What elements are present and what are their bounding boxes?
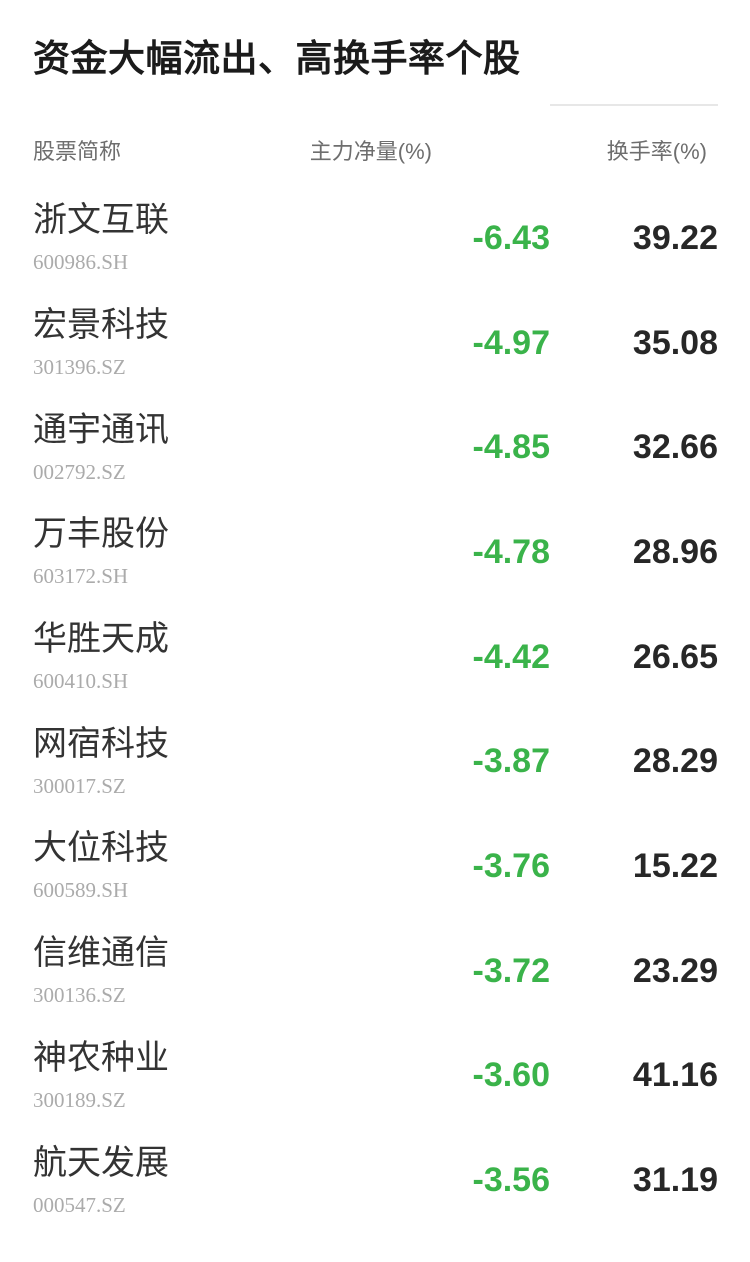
table-row: 华胜天成 600410.SH -4.42 26.65 [0, 605, 750, 710]
stock-name: 神农种业 [33, 1038, 169, 1077]
stock-name: 宏景科技 [33, 306, 169, 345]
table-row: 宏景科技 301396.SZ -4.97 35.08 [0, 291, 750, 396]
stock-cell: 万丰股份 603172.SH [33, 517, 420, 587]
stock-name: 华胜天成 [33, 620, 169, 659]
table-row: 大位科技 600589.SH -3.76 15.22 [0, 814, 750, 919]
stock-cell: 通宇通讯 002792.SZ [33, 413, 420, 483]
turnover-value: 26.65 [632, 637, 718, 676]
turnover-value: 31.19 [632, 1161, 718, 1200]
stock-code: 300136.SZ [33, 983, 126, 1008]
stock-code: 301396.SZ [33, 355, 126, 380]
main-net-value: -4.97 [472, 323, 551, 362]
stock-cell: 神农种业 300189.SZ [33, 1041, 420, 1111]
stock-name: 通宇通讯 [33, 410, 169, 449]
stock-name: 信维通信 [33, 934, 169, 973]
main-net-value: -3.60 [472, 1056, 551, 1095]
main-net-value: -6.43 [472, 218, 551, 257]
stock-code: 603172.SH [33, 564, 129, 589]
turnover-value: 35.08 [632, 323, 718, 362]
table-row: 通宇通讯 002792.SZ -4.85 32.66 [0, 395, 750, 500]
stock-list: 浙文互联 600986.SH -6.43 39.22 宏景科技 301396.S… [0, 186, 750, 1233]
turnover-value: 28.96 [632, 532, 718, 571]
stock-code: 300189.SZ [33, 1087, 126, 1112]
turnover-value: 41.16 [632, 1056, 718, 1095]
main-net-value: -3.76 [472, 846, 551, 885]
stock-cell: 浙文互联 600986.SH [33, 203, 420, 273]
table-header: 股票简称 主力净量(%) 换手率(%) [0, 134, 750, 164]
table-row: 信维通信 300136.SZ -3.72 23.29 [0, 919, 750, 1024]
stock-cell: 航天发展 000547.SZ [33, 1146, 420, 1216]
stock-code: 600589.SH [33, 878, 129, 903]
main-net-value: -3.72 [472, 951, 551, 990]
column-header-turnover: 换手率(%) [606, 139, 707, 164]
main-net-value: -4.85 [472, 428, 551, 467]
table-row: 浙文互联 600986.SH -6.43 39.22 [0, 186, 750, 291]
stock-code: 600410.SH [33, 669, 129, 694]
stock-name: 浙文互联 [33, 201, 169, 240]
stock-code: 300017.SZ [33, 773, 126, 798]
page-title: 资金大幅流出、高换手率个股 [33, 38, 521, 79]
main-net-value: -4.78 [472, 532, 551, 571]
stock-cell: 大位科技 600589.SH [33, 831, 420, 901]
stock-name: 大位科技 [33, 829, 169, 868]
turnover-value: 15.22 [632, 846, 718, 885]
stock-name: 网宿科技 [33, 724, 169, 763]
main-net-value: -3.87 [472, 742, 551, 781]
stock-cell: 网宿科技 300017.SZ [33, 727, 420, 797]
turnover-value: 32.66 [632, 428, 718, 467]
table-row: 航天发展 000547.SZ -3.56 31.19 [0, 1128, 750, 1233]
turnover-value: 28.29 [632, 742, 718, 781]
stock-cell: 信维通信 300136.SZ [33, 936, 420, 1006]
stock-name: 万丰股份 [33, 515, 169, 554]
stock-code: 000547.SZ [33, 1192, 126, 1217]
stock-cell: 华胜天成 600410.SH [33, 622, 420, 692]
table-row: 神农种业 300189.SZ -3.60 41.16 [0, 1024, 750, 1129]
stock-code: 002792.SZ [33, 459, 126, 484]
turnover-value: 39.22 [632, 218, 718, 257]
stock-code: 600986.SH [33, 250, 129, 275]
turnover-value: 23.29 [632, 951, 718, 990]
stock-name: 航天发展 [33, 1143, 169, 1182]
turnover-column-divider [550, 104, 718, 106]
main-net-value: -3.56 [472, 1161, 551, 1200]
table-row: 网宿科技 300017.SZ -3.87 28.29 [0, 709, 750, 814]
stock-cell: 宏景科技 301396.SZ [33, 308, 420, 378]
column-header-main-net: 主力净量(%) [309, 139, 432, 164]
column-header-stock-name: 股票简称 [33, 139, 122, 164]
main-net-value: -4.42 [472, 637, 551, 676]
table-row: 万丰股份 603172.SH -4.78 28.96 [0, 500, 750, 605]
